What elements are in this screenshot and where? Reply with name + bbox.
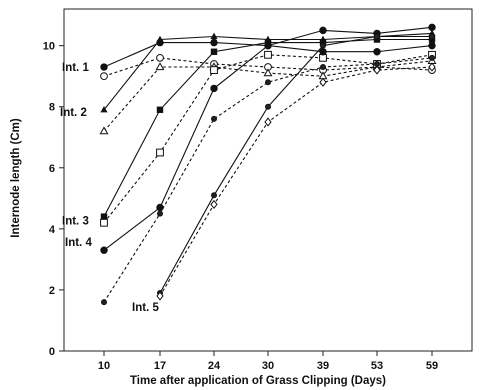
point-int4-solid-53 xyxy=(373,48,381,56)
point-int3-solid-39 xyxy=(319,39,327,46)
point-int5-solid-39 xyxy=(320,42,326,49)
point-int4-dashed-24 xyxy=(211,115,217,122)
y-tick-label-2: 2 xyxy=(49,285,55,297)
y-tick-label-8: 8 xyxy=(49,102,55,114)
point-int4-solid-10 xyxy=(100,246,108,254)
point-int3-solid-59 xyxy=(428,36,436,43)
annotation-layer: Int. 1 Int. 2 Int. 3 Int. 4 Int. 5 xyxy=(60,62,159,314)
x-axis-title: Time after application of Grass Clipping… xyxy=(130,375,386,387)
point-int5-dashed-24 xyxy=(210,199,218,210)
point-int3-dashed-24 xyxy=(210,66,218,74)
point-int5-dashed-53 xyxy=(373,65,381,75)
point-int4-dashed-39 xyxy=(320,64,326,71)
point-int5-solid-53 xyxy=(374,33,380,40)
series-line-int5-solid xyxy=(159,35,432,294)
point-int4-dashed-30 xyxy=(265,79,271,86)
y-tick-label-6: 6 xyxy=(49,163,55,175)
annotation-int-2: Int. 2 xyxy=(60,107,87,119)
point-int4-solid-17 xyxy=(156,203,164,212)
point-int3-dashed-10 xyxy=(100,218,108,227)
point-int3-solid-24 xyxy=(210,48,218,55)
point-int3-solid-53 xyxy=(373,36,381,43)
point-int4-solid-24 xyxy=(210,84,218,93)
series-line-int4-dashed xyxy=(103,57,433,303)
point-int3-dashed-30 xyxy=(264,50,272,59)
point-int1-solid-39 xyxy=(319,26,327,35)
point-int3-solid-17 xyxy=(156,106,164,113)
point-int1-solid-10 xyxy=(100,63,108,71)
point-int3-solid-10 xyxy=(100,213,108,220)
x-tick-label-24: 24 xyxy=(208,360,221,372)
x-tick-label-17: 17 xyxy=(154,360,166,372)
series-line-int5-dashed xyxy=(159,66,433,297)
point-int4-dashed-59 xyxy=(429,54,435,61)
point-int1-dashed-10 xyxy=(100,72,108,81)
point-int5-dashed-59 xyxy=(428,62,436,72)
point-int5-solid-30 xyxy=(265,103,271,110)
point-int3-dashed-17 xyxy=(156,148,164,157)
point-int4-solid-59 xyxy=(428,41,436,50)
point-int5-solid-59 xyxy=(429,33,435,40)
point-int2-solid-10 xyxy=(100,105,108,113)
point-int5-dashed-30 xyxy=(264,117,272,127)
series-line-int4-solid xyxy=(103,45,433,251)
point-int2-solid-24 xyxy=(210,32,218,40)
point-int4-dashed-10 xyxy=(101,299,107,306)
point-int1-dashed-17 xyxy=(156,53,164,62)
y-tick-label-10: 10 xyxy=(43,41,55,53)
x-tick-label-39: 39 xyxy=(317,360,329,372)
marker-layer xyxy=(99,23,437,306)
y-tick-label-4: 4 xyxy=(49,224,56,236)
point-int3-dashed-39 xyxy=(319,53,327,62)
y-tick-label-0: 0 xyxy=(49,346,55,358)
annotation-int-1: Int. 1 xyxy=(62,62,89,74)
point-int2-dashed-17 xyxy=(155,62,165,71)
point-int1-solid-59 xyxy=(428,23,436,32)
point-int2-solid-17 xyxy=(156,35,164,43)
point-int2-dashed-10 xyxy=(99,126,109,135)
point-int5-solid-24 xyxy=(211,192,217,199)
point-int5-dashed-39 xyxy=(319,77,327,87)
x-tick-label-10: 10 xyxy=(98,360,110,372)
annotation-int-3: Int. 3 xyxy=(62,216,89,228)
y-axis-title: Internode length (Cm) xyxy=(10,118,22,238)
annotation-int-4: Int. 4 xyxy=(65,237,92,249)
point-int4-dashed-17 xyxy=(157,210,163,217)
point-int4-solid-30 xyxy=(264,41,272,50)
x-tick-label-53: 53 xyxy=(371,360,383,372)
point-int5-dashed-17 xyxy=(156,291,164,301)
point-int1-solid-24 xyxy=(210,38,218,47)
x-tick-label-59: 59 xyxy=(426,360,438,372)
point-int2-dashed-30 xyxy=(263,68,273,77)
point-int4-solid-39 xyxy=(319,48,327,56)
annotation-int-5: Int. 5 xyxy=(132,302,159,314)
x-tick-label-30: 30 xyxy=(262,360,274,372)
